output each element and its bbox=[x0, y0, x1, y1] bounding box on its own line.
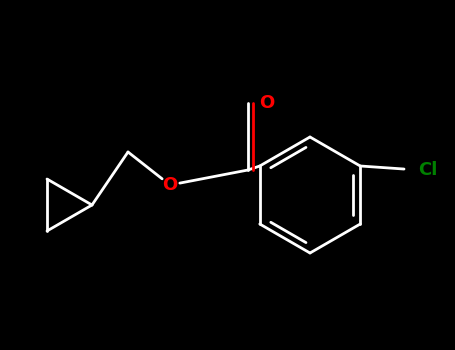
Text: Cl: Cl bbox=[418, 161, 437, 179]
Text: O: O bbox=[259, 94, 274, 112]
Text: O: O bbox=[162, 176, 177, 194]
